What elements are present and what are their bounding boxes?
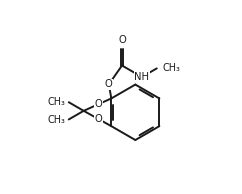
Text: O: O <box>95 114 102 124</box>
Text: CH₃: CH₃ <box>162 63 180 73</box>
Text: CH₃: CH₃ <box>47 97 65 107</box>
Text: CH₃: CH₃ <box>47 115 65 125</box>
Text: NH: NH <box>134 72 149 82</box>
Text: O: O <box>118 35 126 45</box>
Text: O: O <box>105 79 113 89</box>
Text: O: O <box>95 99 102 109</box>
